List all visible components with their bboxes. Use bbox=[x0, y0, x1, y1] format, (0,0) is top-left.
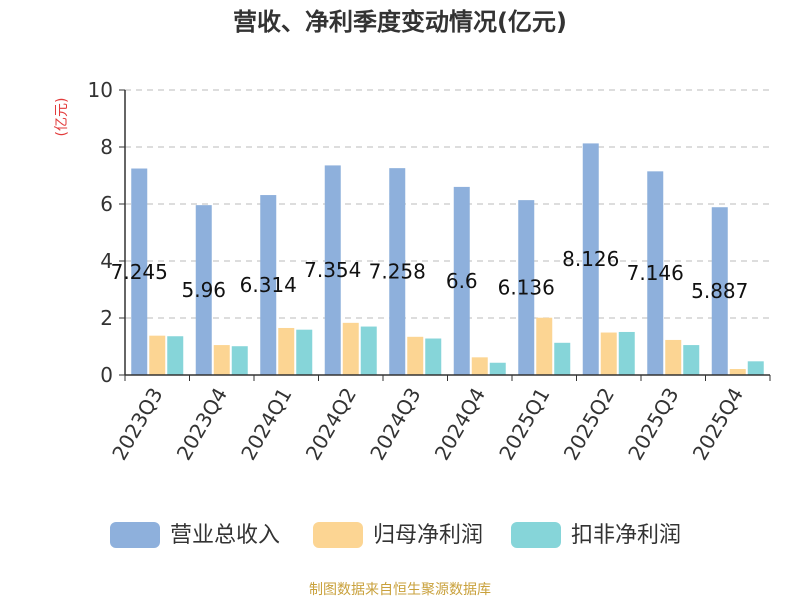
legend-swatch bbox=[511, 522, 561, 548]
data-label: 7.258 bbox=[369, 260, 426, 284]
bar-deducted-net-profit bbox=[231, 346, 248, 375]
bar-net-profit bbox=[471, 357, 488, 375]
bar-net-profit bbox=[407, 336, 424, 375]
grid-lines bbox=[125, 89, 770, 319]
bar-deducted-net-profit bbox=[489, 362, 506, 375]
legend-label: 扣非净利润 bbox=[571, 523, 681, 548]
y-tick-label: 6 bbox=[100, 192, 113, 216]
data-label: 5.96 bbox=[181, 278, 226, 302]
bar-net-profit bbox=[149, 335, 166, 375]
bar-deducted-net-profit bbox=[360, 326, 377, 375]
data-label: 6.6 bbox=[446, 269, 478, 293]
x-tick-label: 2025Q4 bbox=[688, 384, 748, 465]
bar-revenue bbox=[711, 207, 728, 375]
bar-net-profit bbox=[729, 369, 746, 375]
bar-net-profit bbox=[278, 327, 295, 375]
data-source-note: 制图数据来自恒生聚源数据库 bbox=[309, 582, 491, 598]
x-tick-label: 2024Q3 bbox=[365, 384, 425, 465]
legend-swatch bbox=[110, 522, 160, 548]
data-label: 7.146 bbox=[627, 261, 684, 285]
bar-revenue bbox=[195, 205, 212, 375]
x-tick-label: 2025Q2 bbox=[559, 384, 619, 465]
bar-deducted-net-profit bbox=[554, 342, 571, 375]
data-label: 5.887 bbox=[691, 279, 748, 303]
y-tick-label: 4 bbox=[100, 249, 113, 273]
bar-deducted-net-profit bbox=[618, 331, 635, 375]
x-tick-label: 2025Q3 bbox=[623, 384, 683, 465]
legend: 营业总收入 归母净利润 扣非净利润 bbox=[110, 522, 681, 548]
bar-net-profit bbox=[342, 322, 359, 375]
data-label: 8.126 bbox=[562, 247, 619, 271]
bar-net-profit bbox=[536, 317, 553, 375]
bar-revenue bbox=[389, 168, 406, 375]
bar-deducted-net-profit bbox=[425, 338, 442, 375]
legend-label: 营业总收入 bbox=[170, 523, 280, 548]
bar-revenue bbox=[647, 171, 664, 375]
data-label: 6.136 bbox=[498, 276, 555, 300]
bar-net-profit bbox=[665, 339, 682, 375]
data-labels-layer: 7.245 5.96 6.314 7.354 7.258 6.6 6.136 8.126 7.1… bbox=[111, 247, 749, 303]
bar-deducted-net-profit bbox=[296, 329, 313, 375]
y-axis-label: (亿元) bbox=[54, 98, 70, 137]
bar-revenue bbox=[260, 195, 277, 375]
x-tick-label: 2025Q1 bbox=[494, 384, 554, 465]
x-tick-label: 2023Q3 bbox=[107, 384, 167, 465]
bar-revenue bbox=[518, 200, 535, 375]
legend-label: 归母净利润 bbox=[373, 523, 483, 548]
legend-swatch bbox=[313, 522, 363, 548]
bar-revenue bbox=[582, 143, 599, 375]
chart-title: 营收、净利季度变动情况(亿元) bbox=[233, 8, 567, 36]
x-tick-label: 2024Q1 bbox=[236, 384, 296, 465]
bar-deducted-net-profit bbox=[167, 336, 184, 375]
y-tick-label: 8 bbox=[100, 135, 113, 159]
bar-revenue bbox=[453, 186, 470, 375]
bar-net-profit bbox=[600, 332, 617, 375]
y-tick-label: 2 bbox=[100, 306, 113, 330]
x-tick-label: 2024Q2 bbox=[301, 384, 361, 465]
x-tick-label: 2023Q4 bbox=[172, 384, 232, 465]
y-tick-label: 0 bbox=[100, 363, 113, 387]
y-tick-label: 10 bbox=[88, 78, 113, 102]
bar-revenue bbox=[131, 168, 148, 375]
data-label: 7.245 bbox=[111, 260, 168, 284]
bar-deducted-net-profit bbox=[683, 345, 700, 375]
bar-deducted-net-profit bbox=[747, 361, 764, 375]
x-tick-label: 2024Q4 bbox=[430, 384, 490, 465]
bars-layer bbox=[131, 143, 764, 375]
bar-revenue bbox=[324, 165, 341, 375]
data-label: 6.314 bbox=[240, 273, 297, 297]
bar-net-profit bbox=[213, 345, 230, 375]
data-label: 7.354 bbox=[304, 258, 361, 282]
